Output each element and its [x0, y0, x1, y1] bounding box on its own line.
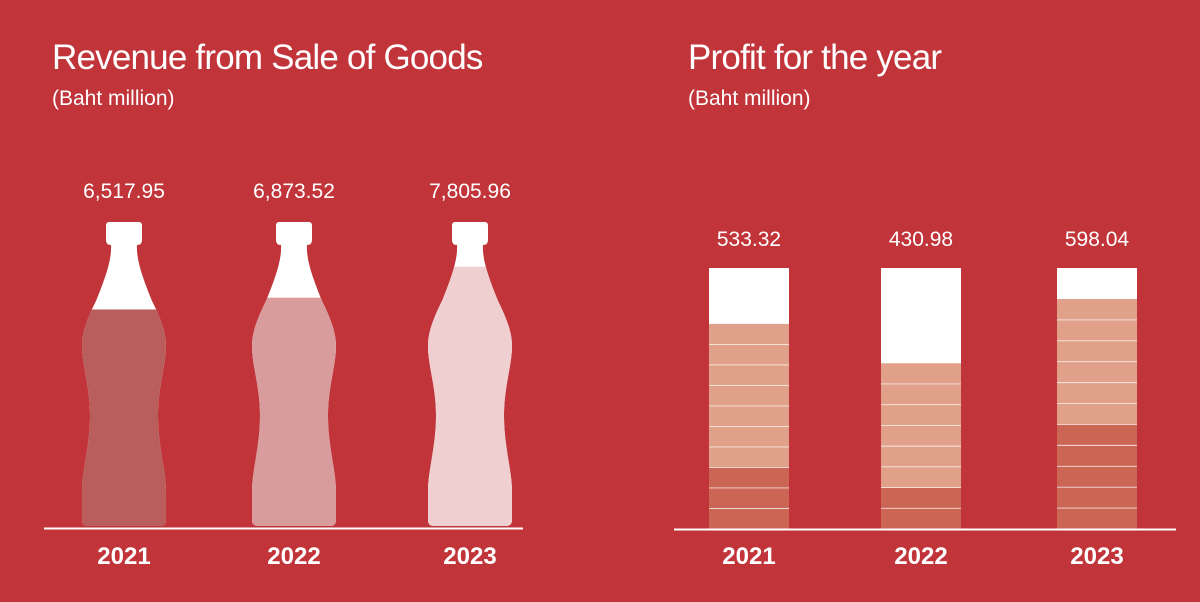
profit-bar-segment [1057, 403, 1137, 425]
profit-bar-segment [1057, 340, 1137, 362]
profit-bar-2021 [709, 268, 789, 529]
revenue-chart-subtitle: (Baht million) [52, 87, 175, 110]
profit-bar-segment [709, 344, 789, 365]
profit-bar-segment [709, 426, 789, 447]
profit-bar-segment [1057, 445, 1137, 467]
profit-value-label: 598.04 [1065, 228, 1130, 251]
profit-bar-segment [1057, 424, 1137, 446]
profit-bar-segment [881, 425, 961, 447]
profit-chart-title: Profit for the year [688, 38, 942, 77]
profit-bar-segment [1057, 487, 1137, 509]
profit-bar-segment [709, 467, 789, 488]
profit-bar-segment [881, 466, 961, 488]
profit-bar-2023 [1057, 268, 1137, 529]
revenue-chart-title: Revenue from Sale of Goods [52, 38, 483, 77]
bottle-2023 [428, 222, 512, 526]
bottle-fill-level [82, 309, 166, 526]
revenue-bottle-chart: 6,517.95 2021 6,873.52 2022 7,805.96 2023 [44, 180, 523, 570]
profit-year-label: 2023 [1070, 543, 1123, 570]
profit-bar-segment [881, 446, 961, 467]
revenue-year-label: 2023 [443, 543, 496, 570]
bottle-fill-level [252, 297, 336, 526]
profit-bar-chart: 533.32 2021 430.98 2022 598.04 2023 [674, 228, 1176, 570]
profit-bar-segment [1057, 361, 1137, 383]
profit-bar-segment [709, 446, 789, 468]
profit-bar-segment [709, 364, 789, 386]
profit-bar-segment [709, 323, 789, 345]
profit-bar-segment [709, 487, 789, 509]
revenue-value-label: 6,873.52 [253, 180, 335, 203]
profit-bar-segment [1057, 299, 1137, 320]
profit-year-label: 2021 [722, 543, 775, 570]
profit-bar-segment [1057, 319, 1137, 341]
bottle-2021 [82, 222, 166, 526]
profit-bar-segment [1057, 466, 1137, 488]
revenue-year-label: 2021 [97, 543, 150, 570]
profit-bar-segment [1057, 382, 1137, 404]
revenue-value-label: 6,517.95 [83, 180, 165, 203]
profit-bar-segment [881, 383, 961, 405]
profit-value-label: 533.32 [717, 228, 781, 251]
profit-year-label: 2022 [894, 543, 947, 570]
profit-bar-segment [1057, 508, 1137, 529]
profit-bar-segment [881, 404, 961, 426]
profit-bar-2022 [881, 268, 961, 529]
profit-bar-segment [881, 363, 961, 384]
revenue-year-label: 2022 [267, 543, 320, 570]
profit-bar-segment [709, 405, 789, 427]
profit-bar-segment [709, 385, 789, 406]
bottle-fill-level [428, 266, 512, 526]
bottle-2022 [252, 222, 336, 526]
revenue-value-label: 7,805.96 [429, 180, 511, 203]
profit-chart-subtitle: (Baht million) [688, 87, 811, 110]
profit-value-label: 430.98 [889, 228, 953, 251]
profit-bar-segment [881, 508, 961, 529]
profit-bar-segment [709, 508, 789, 529]
profit-bar-segment [881, 487, 961, 509]
